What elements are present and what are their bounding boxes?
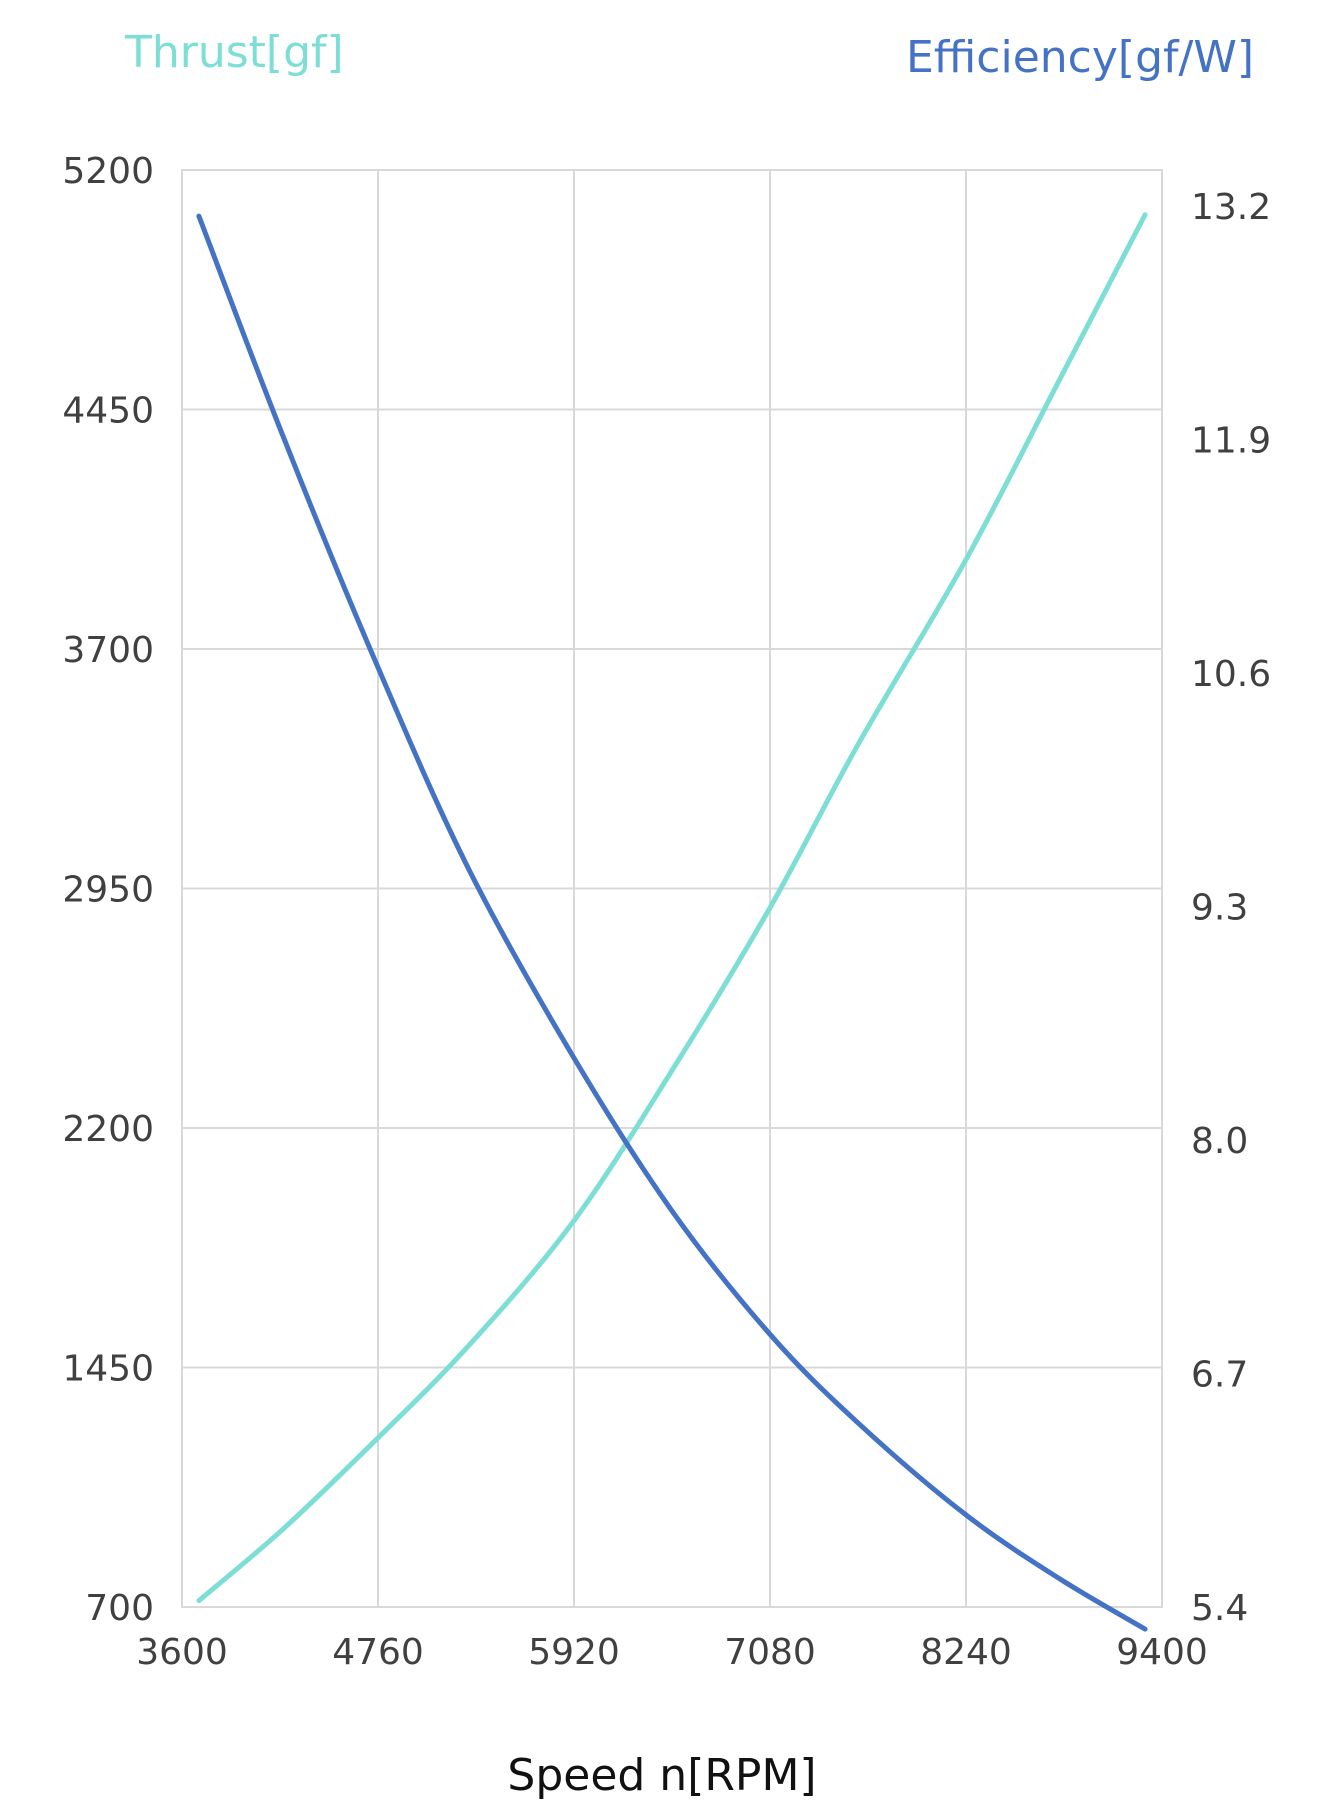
y-left-tick-label: 4450: [62, 391, 154, 432]
y-right-tick-label: 6.7: [1191, 1355, 1248, 1396]
x-tick-label: 9400: [1116, 1632, 1208, 1673]
series-layer: [196, 212, 1148, 1632]
y-left-tick-label: 3700: [62, 630, 154, 671]
x-tick-labels: 3600 4760 5920 7080 8240 9400: [136, 1632, 1208, 1673]
x-tick-label: 8240: [920, 1632, 1012, 1673]
y-left-tick-label: 2950: [62, 870, 154, 911]
y-left-tick-label: 700: [85, 1588, 154, 1629]
y-right-tick-label: 9.3: [1191, 888, 1248, 929]
x-tick-label: 3600: [136, 1632, 228, 1673]
x-axis-title: Speed n[RPM]: [507, 1750, 816, 1801]
efficiency-series-line: [196, 213, 1148, 1632]
grid-layer: [182, 170, 1162, 1607]
y-right-tick-label: 10.6: [1191, 654, 1271, 695]
y-right-tick-label: 13.2: [1191, 187, 1271, 228]
y-left-axis-title: Thrust[gf]: [124, 27, 344, 78]
y-left-tick-label: 1450: [62, 1349, 154, 1390]
y-left-tick-label: 5200: [62, 151, 154, 192]
x-tick-label: 5920: [528, 1632, 620, 1673]
thrust-series-line: [196, 212, 1148, 1604]
x-tick-label: 4760: [332, 1632, 424, 1673]
y-right-tick-label: 11.9: [1191, 421, 1271, 462]
y-right-tick-label: 8.0: [1191, 1121, 1248, 1162]
plot-frame: [181, 169, 1163, 1608]
y-left-tick-labels: 700 1450 2200 2950 3700 4450 5200: [62, 151, 154, 1629]
y-right-axis-title: Efficiency[gf/W]: [906, 32, 1254, 83]
y-right-tick-label: 5.4: [1191, 1588, 1248, 1629]
x-tick-label: 7080: [724, 1632, 816, 1673]
y-left-tick-label: 2200: [62, 1109, 154, 1150]
y-right-tick-labels: 5.4 6.7 8.0 9.3 10.6 11.9 13.2: [1191, 187, 1271, 1629]
